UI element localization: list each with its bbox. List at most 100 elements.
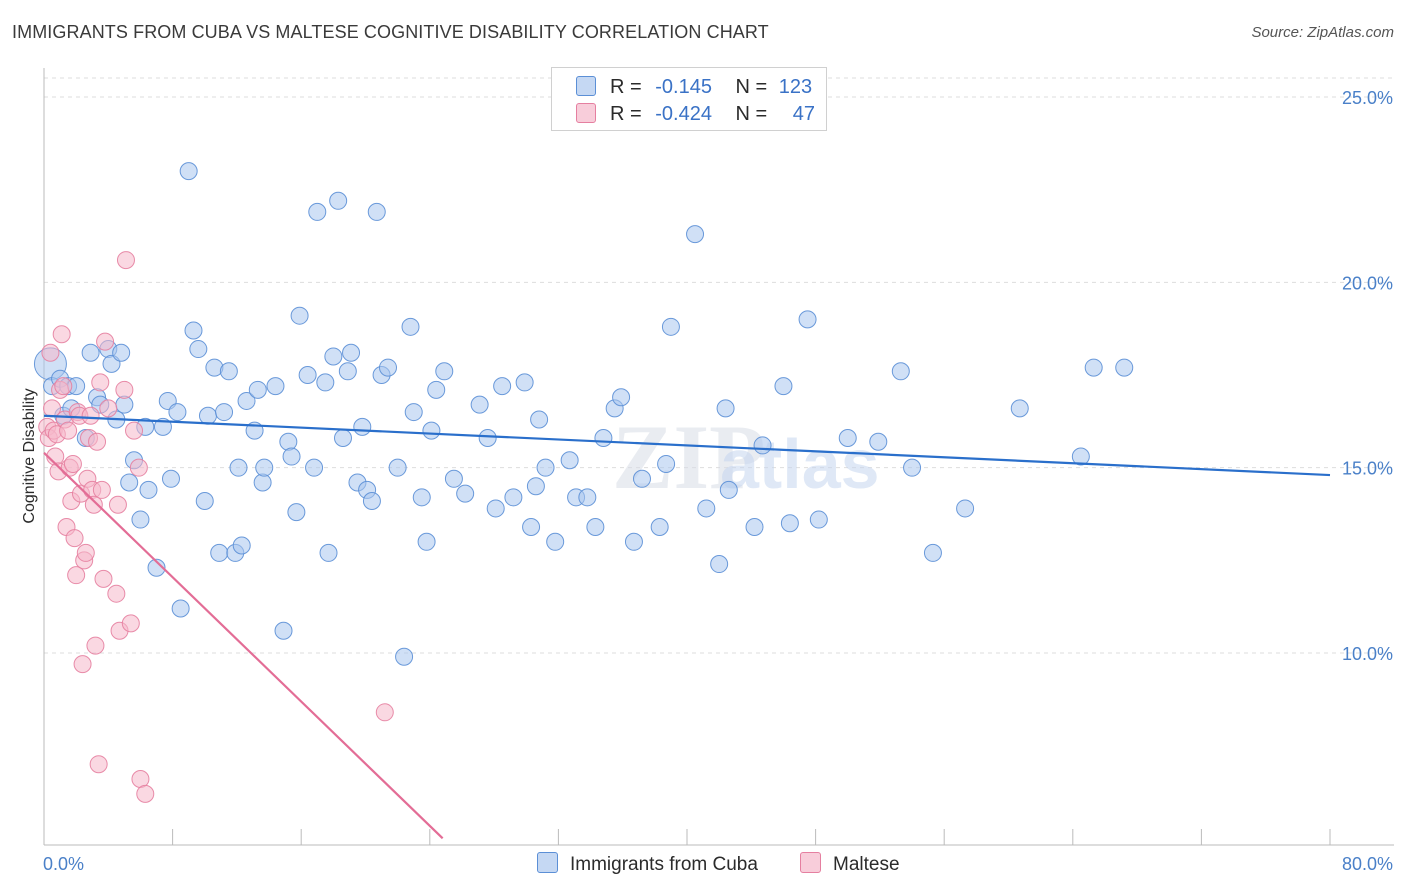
cuba-point xyxy=(229,458,248,477)
cuba-point xyxy=(578,488,597,507)
maltese-point xyxy=(76,543,95,562)
cuba-point xyxy=(661,317,680,336)
chart-title: IMMIGRANTS FROM CUBA VS MALTESE COGNITIV… xyxy=(12,22,769,42)
series-legend-maltese[interactable]: Maltese xyxy=(800,852,900,876)
watermark-zip: ZIP xyxy=(612,406,765,508)
cuba-point xyxy=(274,621,293,640)
cuba-point xyxy=(435,362,454,381)
cuba-point xyxy=(716,399,735,418)
cuba-point xyxy=(298,366,317,384)
legend-swatch-cuba xyxy=(576,76,596,96)
cuba-point xyxy=(745,517,764,536)
cuba-point xyxy=(338,362,357,381)
cuba-point xyxy=(586,517,605,536)
cuba-point xyxy=(657,454,676,473)
cuba-point xyxy=(112,343,131,362)
axes xyxy=(43,68,1394,846)
cuba-point xyxy=(444,469,463,488)
maltese-point xyxy=(115,380,134,399)
cuba-point xyxy=(232,536,251,555)
r-value-maltese: -0.424 xyxy=(655,103,712,125)
cuba-point xyxy=(427,380,446,399)
maltese-point xyxy=(375,703,394,722)
cuba-point xyxy=(650,517,669,536)
cuba-point xyxy=(530,410,549,429)
n-value-maltese: 47 xyxy=(792,103,816,125)
cuba-point xyxy=(195,492,214,511)
cuba-point xyxy=(697,499,716,518)
cuba-point xyxy=(624,532,643,551)
cuba-point xyxy=(171,599,190,618)
trend-lines xyxy=(43,414,1331,840)
cuba-point xyxy=(594,429,613,448)
cuba-point xyxy=(324,347,343,366)
series-maltese xyxy=(38,251,394,803)
source-credit: Source: ZipAtlas.com xyxy=(1251,24,1394,41)
cuba-point xyxy=(515,373,534,392)
n-label: N = xyxy=(735,103,768,125)
cuba-point xyxy=(923,543,942,562)
cuba-point xyxy=(478,429,497,448)
cuba-point xyxy=(305,458,324,477)
maltese-point xyxy=(59,421,78,440)
y-tick-label-2: 20.0% xyxy=(1342,273,1393,293)
series-legend-cuba[interactable]: Immigrants from Cuba xyxy=(537,852,758,876)
r-value-cuba: -0.145 xyxy=(655,76,712,98)
cuba-point xyxy=(401,317,420,336)
cuba-point xyxy=(1115,358,1134,377)
cuba-point xyxy=(255,458,274,477)
maltese-point xyxy=(54,377,73,396)
cuba-point xyxy=(319,543,338,562)
cuba-point xyxy=(560,451,579,470)
cuba-point xyxy=(248,380,267,399)
cuba-point xyxy=(81,343,100,362)
maltese-point xyxy=(99,399,118,418)
cuba-point xyxy=(486,499,505,518)
cuba-point xyxy=(184,321,203,340)
cuba-point xyxy=(710,555,729,574)
n-label: N = xyxy=(735,76,768,98)
cuba-point xyxy=(198,406,217,425)
cuba-point xyxy=(342,343,361,362)
cuba-point xyxy=(504,488,523,507)
cuba-point xyxy=(287,503,306,522)
x-tick-label-1: 80.0% xyxy=(1342,854,1393,874)
series-swatch-cuba xyxy=(537,852,558,873)
cuba-point xyxy=(189,340,208,359)
y-axis-label: Cognitive Disability xyxy=(21,388,38,523)
cuba-point xyxy=(282,447,301,466)
stats-legend-row-cuba: R = -0.145 N = 123 xyxy=(576,76,812,99)
maltese-point xyxy=(92,480,111,499)
cuba-point xyxy=(179,162,198,181)
cuba-point xyxy=(161,469,180,488)
cuba-point xyxy=(316,373,335,392)
cuba-point xyxy=(612,388,631,407)
maltese-point xyxy=(88,432,107,451)
y-tick-label-1: 15.0% xyxy=(1342,459,1393,479)
cuba-point xyxy=(809,510,828,529)
cuba-point xyxy=(774,377,793,396)
y-tick-label-0: 10.0% xyxy=(1342,644,1393,664)
maltese-point xyxy=(94,569,113,588)
cuba-point xyxy=(632,469,651,488)
cuba-point xyxy=(869,432,888,451)
maltese-point xyxy=(86,636,105,655)
cuba-point xyxy=(1084,358,1103,377)
cuba-point xyxy=(120,473,139,492)
trend-line-cuba xyxy=(43,414,1331,477)
maltese-point xyxy=(81,406,100,425)
cuba-point xyxy=(1071,447,1090,466)
maltese-point xyxy=(108,495,127,514)
cuba-point xyxy=(456,484,475,503)
stats-legend-row-maltese: R = -0.424 N = 47 xyxy=(576,103,815,126)
series-swatch-maltese xyxy=(800,852,821,873)
cuba-point xyxy=(493,377,512,396)
y-tick-label-3: 25.0% xyxy=(1342,88,1393,108)
cuba-point xyxy=(153,417,172,436)
maltese-point xyxy=(107,584,126,603)
cuba-point xyxy=(215,403,234,422)
r-label: R = xyxy=(610,76,642,98)
maltese-point xyxy=(52,325,71,344)
r-label: R = xyxy=(610,103,642,125)
